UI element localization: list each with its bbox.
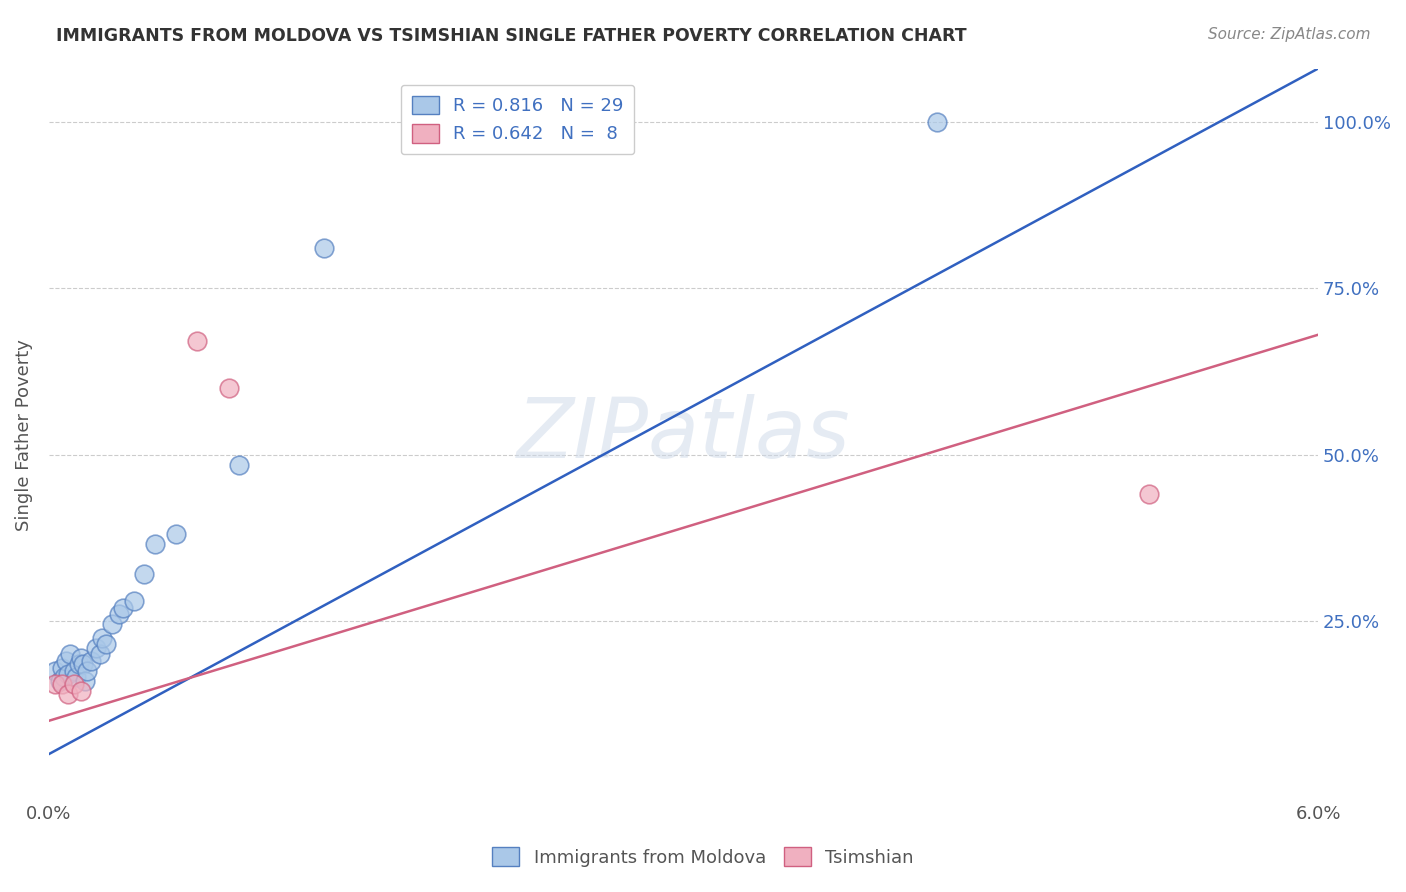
Text: ZIPatlas: ZIPatlas xyxy=(517,394,851,475)
Point xyxy=(312,241,335,255)
Point xyxy=(111,600,134,615)
Point xyxy=(44,664,66,678)
Text: Source: ZipAtlas.com: Source: ZipAtlas.com xyxy=(1208,27,1371,42)
Point xyxy=(52,671,75,685)
Point xyxy=(165,527,187,541)
Point xyxy=(927,115,949,129)
Point xyxy=(65,671,87,685)
Point xyxy=(80,654,103,668)
Point xyxy=(84,640,107,655)
Point xyxy=(67,657,90,672)
Text: IMMIGRANTS FROM MOLDOVA VS TSIMSHIAN SINGLE FATHER POVERTY CORRELATION CHART: IMMIGRANTS FROM MOLDOVA VS TSIMSHIAN SIN… xyxy=(56,27,967,45)
Point xyxy=(56,667,79,681)
Point xyxy=(69,683,91,698)
Point xyxy=(56,687,79,701)
Point xyxy=(101,617,124,632)
Point xyxy=(122,594,145,608)
Point xyxy=(51,677,73,691)
Point xyxy=(134,567,156,582)
Point xyxy=(90,631,112,645)
Point xyxy=(89,647,111,661)
Point xyxy=(1137,487,1160,501)
Point xyxy=(48,673,70,688)
Point xyxy=(63,664,86,678)
Legend: Immigrants from Moldova, Tsimshian: Immigrants from Moldova, Tsimshian xyxy=(485,840,921,874)
Point xyxy=(63,677,86,691)
Point xyxy=(69,650,91,665)
Point xyxy=(107,607,129,622)
Point xyxy=(51,660,73,674)
Point xyxy=(94,637,117,651)
Y-axis label: Single Father Poverty: Single Father Poverty xyxy=(15,339,32,531)
Point xyxy=(72,657,94,672)
Point xyxy=(76,664,98,678)
Point xyxy=(228,458,250,472)
Point xyxy=(73,673,96,688)
Point xyxy=(59,647,82,661)
Legend: R = 0.816   N = 29, R = 0.642   N =  8: R = 0.816 N = 29, R = 0.642 N = 8 xyxy=(401,85,634,154)
Point xyxy=(186,334,208,349)
Point xyxy=(143,537,166,551)
Point xyxy=(44,677,66,691)
Point xyxy=(55,654,77,668)
Point xyxy=(218,381,240,395)
